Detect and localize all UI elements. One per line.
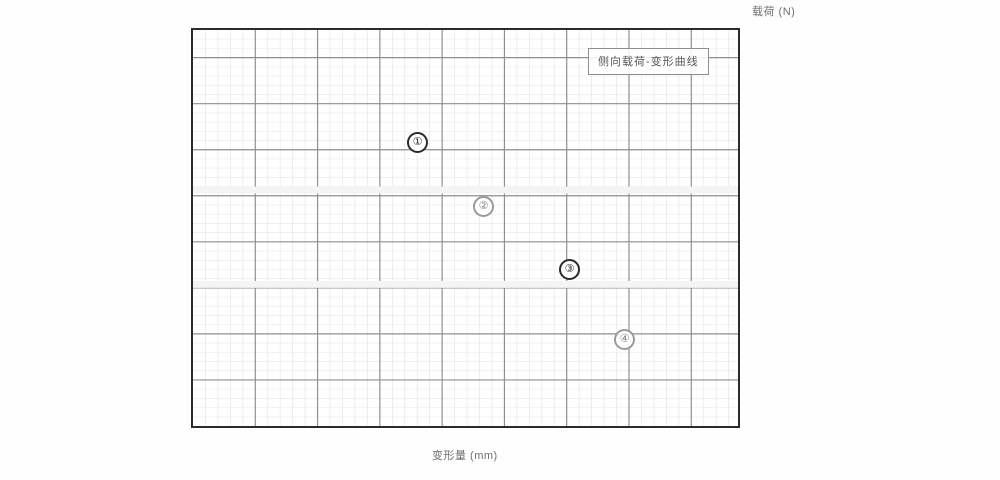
plot-area [191,28,740,428]
y-axis-title: 载荷 (N) [752,6,796,18]
curve-badge-4: ④ [614,329,635,350]
curve-badge-1-label: ① [412,136,423,148]
curve-badge-4-label: ④ [619,333,630,345]
curve-badge-2: ② [473,196,494,217]
curve-badge-2-label: ② [478,200,489,212]
curve-badge-1: ① [407,132,428,153]
curve-badge-3-label: ③ [564,263,575,275]
x-axis-title: 变形量 (mm) [432,450,498,462]
curve-badge-3: ③ [559,259,580,280]
legend-box: 侧向载荷-变形曲线 [588,48,709,75]
legend-label: 侧向载荷-变形曲线 [598,56,699,68]
gridlines [193,30,738,426]
curve-lines [193,30,738,426]
